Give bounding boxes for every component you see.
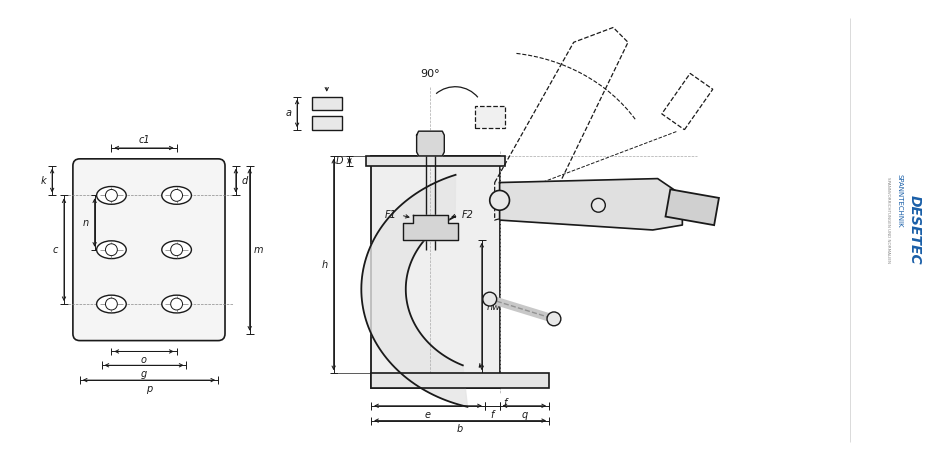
Circle shape: [106, 189, 117, 201]
Ellipse shape: [162, 241, 192, 259]
Polygon shape: [361, 175, 467, 407]
Bar: [372, 373, 549, 388]
Circle shape: [170, 298, 183, 310]
Polygon shape: [665, 189, 719, 225]
Polygon shape: [500, 178, 682, 230]
Ellipse shape: [162, 295, 192, 313]
Text: hw: hw: [487, 301, 501, 311]
Circle shape: [592, 198, 606, 212]
Circle shape: [547, 312, 561, 326]
Polygon shape: [417, 131, 445, 156]
Ellipse shape: [96, 187, 126, 204]
Text: k: k: [40, 176, 46, 186]
Text: n: n: [82, 217, 89, 227]
Circle shape: [170, 244, 183, 256]
Text: c1: c1: [139, 135, 150, 145]
Text: p: p: [146, 384, 152, 394]
Bar: [475, 107, 505, 128]
Circle shape: [483, 292, 497, 306]
Text: DESETEC: DESETEC: [908, 195, 921, 265]
Text: g: g: [141, 369, 147, 379]
Text: a: a: [285, 109, 291, 118]
Text: o: o: [141, 355, 147, 365]
Ellipse shape: [96, 295, 126, 313]
Text: 90°: 90°: [420, 69, 440, 79]
Polygon shape: [402, 215, 458, 240]
Text: c: c: [52, 245, 58, 255]
Bar: [372, 156, 500, 388]
Text: e: e: [425, 410, 431, 419]
Text: q: q: [521, 410, 527, 419]
FancyBboxPatch shape: [73, 159, 225, 340]
Text: b: b: [457, 424, 463, 434]
Circle shape: [106, 298, 117, 310]
Text: d: d: [241, 176, 248, 186]
Bar: [312, 116, 342, 130]
Text: D: D: [336, 156, 344, 166]
Text: m: m: [254, 245, 263, 255]
Ellipse shape: [162, 187, 192, 204]
Text: F2: F2: [462, 210, 474, 220]
Text: h: h: [322, 260, 328, 270]
Bar: [366, 156, 505, 166]
Ellipse shape: [96, 241, 126, 259]
Text: f: f: [490, 410, 494, 419]
Text: F1: F1: [385, 210, 397, 220]
Text: SPANNVORRICHTUNGEN UND NORMALIEN: SPANNVORRICHTUNGEN UND NORMALIEN: [885, 177, 890, 263]
Bar: [312, 97, 342, 110]
Circle shape: [170, 189, 183, 201]
Text: f: f: [503, 398, 506, 408]
Text: SPANNTECHNIK: SPANNTECHNIK: [897, 173, 902, 227]
Circle shape: [106, 244, 117, 256]
Circle shape: [490, 190, 509, 210]
